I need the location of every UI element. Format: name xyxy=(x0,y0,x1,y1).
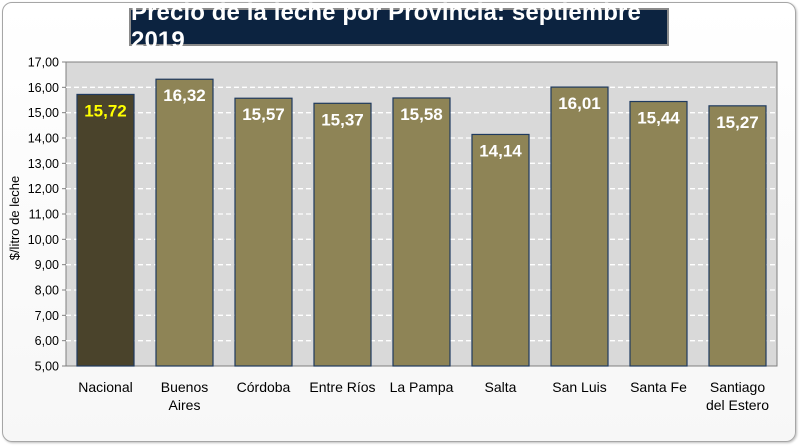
y-tick-label: 10,00 xyxy=(28,233,59,247)
y-tick-label: 6,00 xyxy=(35,334,59,348)
y-tick-label: 8,00 xyxy=(35,284,59,298)
data-label: 14,14 xyxy=(479,141,522,160)
x-tick-label: Córdoba xyxy=(237,379,291,395)
y-tick-label: 15,00 xyxy=(28,106,59,120)
data-label: 15,72 xyxy=(84,101,127,120)
bar[interactable] xyxy=(155,78,214,367)
x-tick-label: San Luis xyxy=(552,379,606,395)
x-tick-label: Salta xyxy=(485,379,517,395)
x-tick-label: Entre Ríos xyxy=(309,379,375,395)
y-tick-label: 12,00 xyxy=(28,182,59,196)
bar[interactable] xyxy=(550,86,609,367)
y-tick-label: 7,00 xyxy=(35,309,59,323)
y-axis-label: $/litro de leche xyxy=(7,176,22,261)
y-tick-label: 17,00 xyxy=(28,56,59,70)
bar[interactable] xyxy=(313,102,372,367)
x-tick-label: La Pampa xyxy=(390,379,454,395)
data-label: 15,44 xyxy=(637,109,680,128)
y-tick-label: 11,00 xyxy=(29,208,59,222)
bar[interactable] xyxy=(629,100,688,367)
x-tick-label: Santiago del Estero xyxy=(706,379,769,413)
bar[interactable] xyxy=(76,93,135,367)
y-tick-label: 5,00 xyxy=(35,360,59,374)
y-tick-label: 13,00 xyxy=(28,157,59,171)
bar[interactable] xyxy=(708,105,767,367)
data-label: 15,58 xyxy=(400,105,443,124)
y-tick-label: 16,00 xyxy=(28,81,59,95)
bar[interactable] xyxy=(471,133,530,367)
data-label: 15,27 xyxy=(716,113,759,132)
bar[interactable] xyxy=(234,97,293,367)
x-tick-label: Santa Fe xyxy=(630,379,687,395)
x-tick-label: Buenos Aires xyxy=(161,379,208,413)
bar[interactable] xyxy=(392,97,451,367)
y-tick-label: 14,00 xyxy=(28,132,59,146)
data-label: 16,32 xyxy=(163,86,206,105)
x-tick-label: Nacional xyxy=(78,379,132,395)
data-label: 15,37 xyxy=(321,110,364,129)
y-tick-label: 9,00 xyxy=(35,258,59,272)
data-label: 16,01 xyxy=(558,94,601,113)
data-label: 15,57 xyxy=(242,105,285,124)
